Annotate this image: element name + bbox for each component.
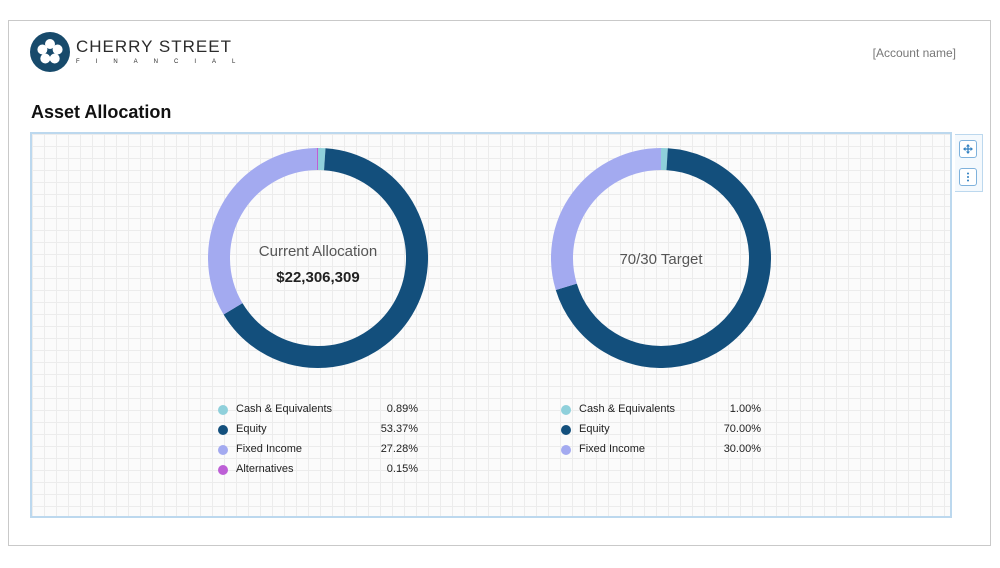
equity-dot-icon xyxy=(218,425,228,435)
legend-label: Equity xyxy=(579,423,610,435)
legend-value: 30.00% xyxy=(723,443,761,455)
more-options-button[interactable] xyxy=(959,168,977,186)
cherry-blossom-icon xyxy=(30,32,70,72)
legend-value: 70.00% xyxy=(723,423,761,435)
legend-item-equity: Equity 70.00% xyxy=(561,422,761,442)
company-logo: CHERRY STREET FINANCIAL xyxy=(30,32,251,72)
widget-toolbar xyxy=(955,134,983,192)
donut-slice-fixed-income[interactable] xyxy=(551,148,662,291)
legend-label: Cash & Equivalents xyxy=(579,403,675,415)
legend-item-cash: Cash & Equivalents 0.89% xyxy=(218,402,418,422)
legend-value: 53.37% xyxy=(380,423,418,435)
legend-value: 0.89% xyxy=(386,403,418,415)
current-allocation-donut xyxy=(208,148,428,368)
logo-subtitle: FINANCIAL xyxy=(76,59,252,65)
logo-name: CHERRY STREET xyxy=(76,37,232,56)
legend-value: 27.28% xyxy=(380,443,418,455)
page-title: Asset Allocation xyxy=(31,102,172,122)
cash-dot-icon xyxy=(218,405,228,415)
current-allocation-label: Current Allocation xyxy=(258,243,378,260)
alternatives-dot-icon xyxy=(218,465,228,475)
target-allocation-donut xyxy=(551,148,771,368)
cash-dot-icon xyxy=(561,405,571,415)
legend-item-alternatives: Alternatives 0.15% xyxy=(218,462,418,482)
legend-item-equity: Equity 53.37% xyxy=(218,422,418,442)
donut-slice-fixed-income[interactable] xyxy=(208,148,318,315)
fixed-income-dot-icon xyxy=(218,445,228,455)
account-name[interactable]: [Account name] xyxy=(872,46,956,60)
legend-value: 0.15% xyxy=(386,463,418,475)
asset-allocation-widget xyxy=(30,132,952,518)
equity-dot-icon xyxy=(561,425,571,435)
legend-label: Fixed Income xyxy=(236,443,303,455)
legend-item-cash: Cash & Equivalents 1.00% xyxy=(561,402,761,422)
move-arrows-icon xyxy=(963,144,973,154)
vertical-dots-icon xyxy=(967,172,969,182)
target-allocation-legend: Cash & Equivalents 1.00% Equity 70.00% F… xyxy=(561,402,761,462)
donut-slice-equity[interactable] xyxy=(223,148,428,368)
legend-label: Equity xyxy=(236,423,267,435)
move-widget-button[interactable] xyxy=(959,140,977,158)
legend-item-fixed-income: Fixed Income 27.28% xyxy=(218,442,418,462)
target-allocation-label: 70/30 Target xyxy=(619,251,703,268)
current-allocation-total: $22,306,309 xyxy=(276,269,360,286)
legend-label: Fixed Income xyxy=(579,443,646,455)
donut-slice-equity[interactable] xyxy=(555,148,771,368)
current-allocation-legend: Cash & Equivalents 0.89% Equity 53.37% F… xyxy=(218,402,418,482)
legend-item-fixed-income: Fixed Income 30.00% xyxy=(561,442,761,462)
legend-label: Cash & Equivalents xyxy=(236,403,332,415)
fixed-income-dot-icon xyxy=(561,445,571,455)
legend-label: Alternatives xyxy=(236,463,294,475)
legend-value: 1.00% xyxy=(729,403,761,415)
